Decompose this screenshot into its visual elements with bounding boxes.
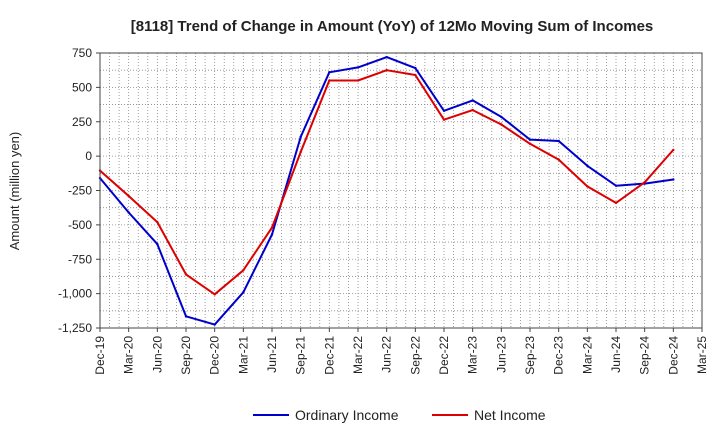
grid-lines	[100, 53, 702, 328]
data-point	[614, 201, 618, 205]
data-point	[471, 108, 474, 112]
x-tick-label: Dec-20	[208, 336, 222, 375]
data-point	[184, 315, 188, 318]
data-point	[586, 164, 589, 167]
data-point	[270, 226, 274, 229]
data-point	[356, 66, 360, 69]
data-point	[385, 68, 388, 72]
y-tick-label: -1,000	[58, 287, 92, 301]
x-tick-label: Sep-20	[179, 336, 193, 375]
series-layer	[98, 55, 675, 326]
data-point	[242, 291, 245, 294]
y-tick-label: 250	[72, 115, 92, 129]
y-tick-label: -250	[68, 184, 92, 198]
data-point	[442, 118, 446, 121]
data-point	[213, 323, 216, 326]
x-tick-label: Jun-20	[150, 336, 164, 373]
x-tick-label: Jun-23	[494, 336, 508, 373]
data-point	[242, 269, 245, 272]
x-tick-label: Mar-21	[236, 336, 250, 374]
data-point	[156, 242, 159, 246]
x-tick-label: Jun-22	[380, 336, 394, 373]
x-tick-label: Sep-23	[523, 336, 537, 375]
y-tick-label: 750	[72, 46, 92, 60]
data-point	[643, 181, 646, 184]
x-tick-label: Mar-20	[122, 336, 136, 374]
y-tick-label: -1,250	[58, 321, 92, 335]
data-point	[442, 109, 446, 112]
y-axis-label: Amount (million yen)	[7, 132, 22, 251]
data-point	[270, 233, 274, 236]
x-tick-label: Dec-22	[437, 336, 451, 375]
data-point	[156, 220, 159, 224]
data-point	[528, 138, 532, 141]
data-point	[557, 158, 560, 161]
data-point	[328, 79, 331, 82]
data-point	[328, 71, 331, 74]
y-tick-label: 500	[72, 80, 92, 94]
data-point	[500, 115, 503, 119]
y-axis: 750 500 250 0 -250 -500 -750 -1,000 -1,250	[58, 46, 100, 335]
data-point	[557, 139, 560, 143]
data-point	[127, 211, 130, 214]
x-tick-label: Jun-24	[609, 336, 623, 373]
legend-label: Ordinary Income	[295, 407, 399, 423]
data-point	[414, 66, 417, 70]
legend-label: Net Income	[474, 407, 546, 423]
x-tick-label: Sep-22	[408, 336, 422, 375]
data-point	[299, 135, 302, 139]
data-point	[528, 142, 532, 145]
x-axis: Dec-19 Mar-20 Jun-20 Sep-20 Dec-20 Mar-21 Jun-…	[93, 328, 709, 375]
data-point	[127, 194, 130, 198]
data-point	[672, 178, 675, 181]
y-tick-label: 0	[85, 149, 92, 163]
data-point	[414, 73, 417, 77]
x-tick-label: Dec-19	[93, 336, 107, 375]
data-point	[385, 55, 388, 59]
x-tick-label: Dec-23	[552, 336, 566, 375]
x-tick-label: Dec-24	[666, 336, 680, 375]
x-tick-label: Sep-24	[638, 336, 652, 375]
data-point	[614, 184, 618, 187]
x-tick-label: Jun-21	[265, 336, 279, 373]
data-point	[356, 79, 360, 82]
x-tick-label: Sep-21	[294, 336, 308, 375]
legend: Ordinary Income Net Income	[253, 407, 546, 423]
data-point	[586, 185, 589, 188]
x-tick-label: Mar-22	[351, 336, 365, 374]
x-tick-label: Mar-24	[580, 336, 594, 374]
data-point	[184, 273, 188, 276]
chart-title: [8118] Trend of Change in Amount (YoY) o…	[131, 18, 654, 35]
x-tick-label: Mar-25	[695, 336, 709, 374]
y-tick-label: -750	[68, 252, 92, 266]
x-tick-label: Mar-23	[466, 336, 480, 374]
y-tick-label: -500	[68, 218, 92, 232]
data-point	[213, 293, 216, 296]
data-point	[500, 123, 503, 126]
data-point	[672, 148, 675, 152]
x-tick-label: Dec-21	[322, 336, 336, 375]
data-point	[471, 99, 474, 102]
data-point	[299, 150, 302, 154]
